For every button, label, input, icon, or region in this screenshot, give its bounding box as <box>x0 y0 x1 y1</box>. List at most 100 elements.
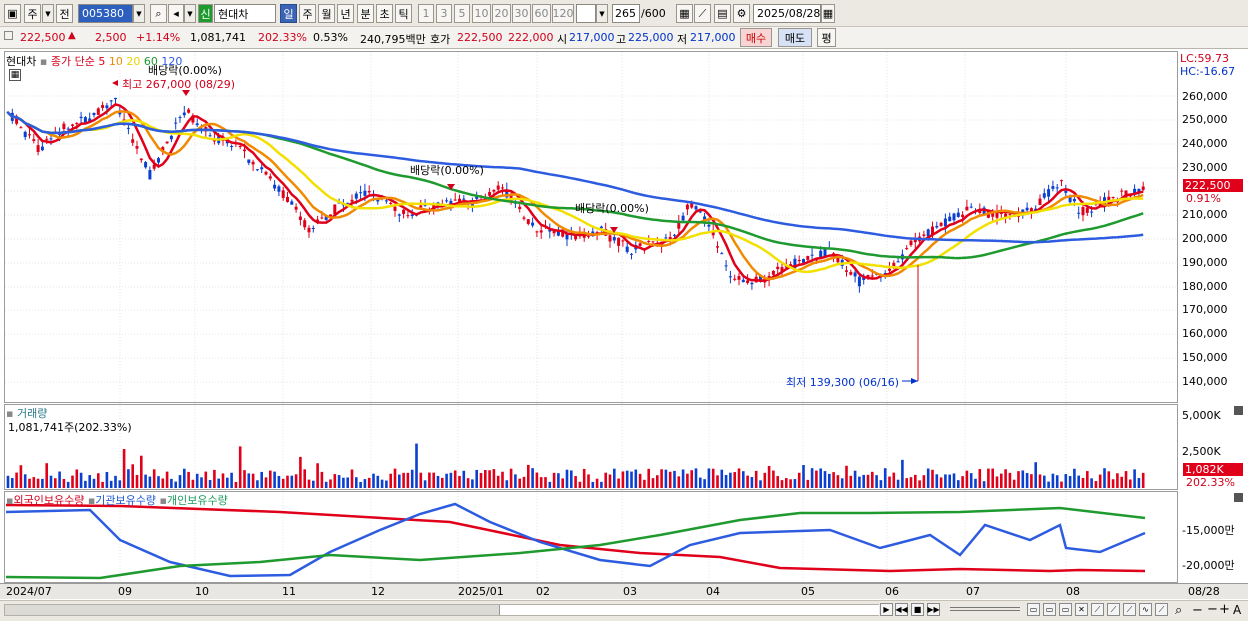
tool-icon[interactable]: ▭ <box>1043 603 1056 616</box>
volume-bar <box>36 478 40 488</box>
period-day-button[interactable]: 일 <box>280 4 297 23</box>
stop-icon[interactable]: ■ <box>911 603 924 616</box>
tool-icon[interactable]: ✕ <box>1075 603 1088 616</box>
search-icon[interactable]: ⌕ <box>150 4 167 23</box>
period-week-button[interactable]: 주 <box>299 4 316 23</box>
tool-icon[interactable]: ▭ <box>1027 603 1040 616</box>
volume-bar <box>961 476 964 488</box>
collapse-icon[interactable] <box>4 31 13 40</box>
volume-bar <box>114 475 117 488</box>
stock-name-field: 현대차 <box>214 4 276 23</box>
save-icon[interactable]: ▤ <box>714 4 731 23</box>
holding-close-icon[interactable] <box>1234 493 1243 502</box>
holding-legend: ▪외국인보유수량 ▪기관보유수량 ▪개인보유수량 <box>6 494 228 507</box>
x-axis <box>0 583 1248 599</box>
tool-icon[interactable]: ▭ <box>1059 603 1072 616</box>
volume-bar <box>152 469 156 488</box>
volume-bar <box>187 471 190 488</box>
tool-icon[interactable]: ∿ <box>1139 603 1152 616</box>
volume-bar <box>161 478 165 488</box>
volume-bar <box>686 473 689 488</box>
scroll-thumb[interactable] <box>499 605 879 615</box>
custom-interval-input[interactable] <box>576 4 596 23</box>
period-tick-button[interactable]: 틱 <box>395 4 412 23</box>
period-year-button[interactable]: 년 <box>337 4 354 23</box>
y-tick: 240,000 <box>1182 137 1228 150</box>
volume-panel[interactable] <box>4 404 1178 490</box>
volume-bar <box>1060 481 1063 488</box>
interval-60-button[interactable]: 60 <box>532 4 551 23</box>
volume-bar <box>157 476 160 488</box>
table-icon[interactable]: ▦ <box>9 69 21 81</box>
horizontal-scrollbar[interactable] <box>4 604 879 616</box>
zoom-in-icon[interactable]: + <box>1219 602 1230 617</box>
forward-icon[interactable]: ▶▶ <box>927 603 940 616</box>
stock-code-dropdown-icon[interactable]: ▼ <box>133 4 145 23</box>
volume-bar <box>1137 478 1141 488</box>
market-tab-stock[interactable]: 주 <box>24 4 41 23</box>
chart-tool-icon[interactable]: ⟋ <box>694 4 711 23</box>
rewind-icon[interactable]: ◀◀ <box>895 603 908 616</box>
interval-20-button[interactable]: 20 <box>492 4 511 23</box>
period-second-button[interactable]: 초 <box>376 4 393 23</box>
sell-button[interactable]: 매도 <box>778 28 812 47</box>
custom-interval-dropdown-icon[interactable]: ▼ <box>596 4 608 23</box>
calendar-icon[interactable]: ▦ <box>821 4 835 23</box>
count-input[interactable]: 265 <box>612 4 640 23</box>
zoom-slider[interactable] <box>950 607 1020 611</box>
candle-body <box>182 112 186 116</box>
interval-3-button[interactable]: 3 <box>436 4 452 23</box>
interval-10-button[interactable]: 10 <box>472 4 491 23</box>
volume-bar <box>793 479 797 488</box>
tool-icon[interactable]: ⟋ <box>1107 603 1120 616</box>
candle-body <box>673 234 676 236</box>
speaker-dropdown-icon[interactable]: ▼ <box>184 4 196 23</box>
eval-button[interactable]: 평 <box>817 28 836 47</box>
volume-bar <box>797 472 801 488</box>
interval-120-button[interactable]: 120 <box>552 4 574 23</box>
volume-bar <box>668 471 672 488</box>
period-minute-button[interactable]: 분 <box>357 4 374 23</box>
ma120-legend: 120 <box>161 55 183 68</box>
holding-panel[interactable] <box>4 491 1178 583</box>
stock-code-input[interactable]: 005380 <box>78 4 133 23</box>
volume-bar <box>651 478 655 488</box>
period-month-button[interactable]: 월 <box>318 4 335 23</box>
volume-bar <box>582 468 586 488</box>
text-tool-icon[interactable]: A <box>1233 603 1242 617</box>
volume-bar <box>858 476 861 488</box>
zoom-reset-icon[interactable]: − <box>1207 602 1218 617</box>
volume-bar <box>561 478 564 488</box>
volume-bar <box>458 475 461 488</box>
tool-icon[interactable]: ⟋ <box>1123 603 1136 616</box>
volume-bar <box>690 470 693 488</box>
candle-body <box>277 186 281 192</box>
volume-bar <box>591 481 595 488</box>
price-panel[interactable] <box>4 51 1178 403</box>
candle-body <box>1064 190 1068 193</box>
volume-close-icon[interactable] <box>1234 406 1243 415</box>
chart-canvas[interactable] <box>0 0 1248 600</box>
layout-icon[interactable]: ▣ <box>4 4 21 23</box>
zoom-search-icon[interactable]: ⌕ <box>1175 603 1183 618</box>
gear-icon[interactable]: ⚙ <box>733 4 750 23</box>
market-tab-all[interactable]: 전 <box>56 4 73 23</box>
interval-30-button[interactable]: 30 <box>512 4 531 23</box>
tool-icon[interactable]: ⟋ <box>1155 603 1168 616</box>
interval-1-button[interactable]: 1 <box>418 4 434 23</box>
open-price: 217,000 <box>569 31 615 44</box>
scroll-right-icon[interactable]: ▶ <box>880 603 893 616</box>
buy-button[interactable]: 매수 <box>740 28 772 47</box>
interval-5-button[interactable]: 5 <box>454 4 470 23</box>
tool-icon[interactable]: ⟋ <box>1091 603 1104 616</box>
volume-bar <box>118 480 122 488</box>
speaker-icon[interactable]: ◂ <box>168 4 184 23</box>
candle-body <box>810 254 814 256</box>
date-input[interactable]: 2025/08/28 <box>753 4 821 23</box>
volume-bar <box>901 459 904 488</box>
grid-icon[interactable]: ▦ <box>676 4 693 23</box>
market-dropdown-icon[interactable]: ▼ <box>42 4 54 23</box>
zoom-out-icon[interactable]: − <box>1192 603 1203 618</box>
volume-bar <box>350 469 354 488</box>
candle-body <box>243 149 246 152</box>
